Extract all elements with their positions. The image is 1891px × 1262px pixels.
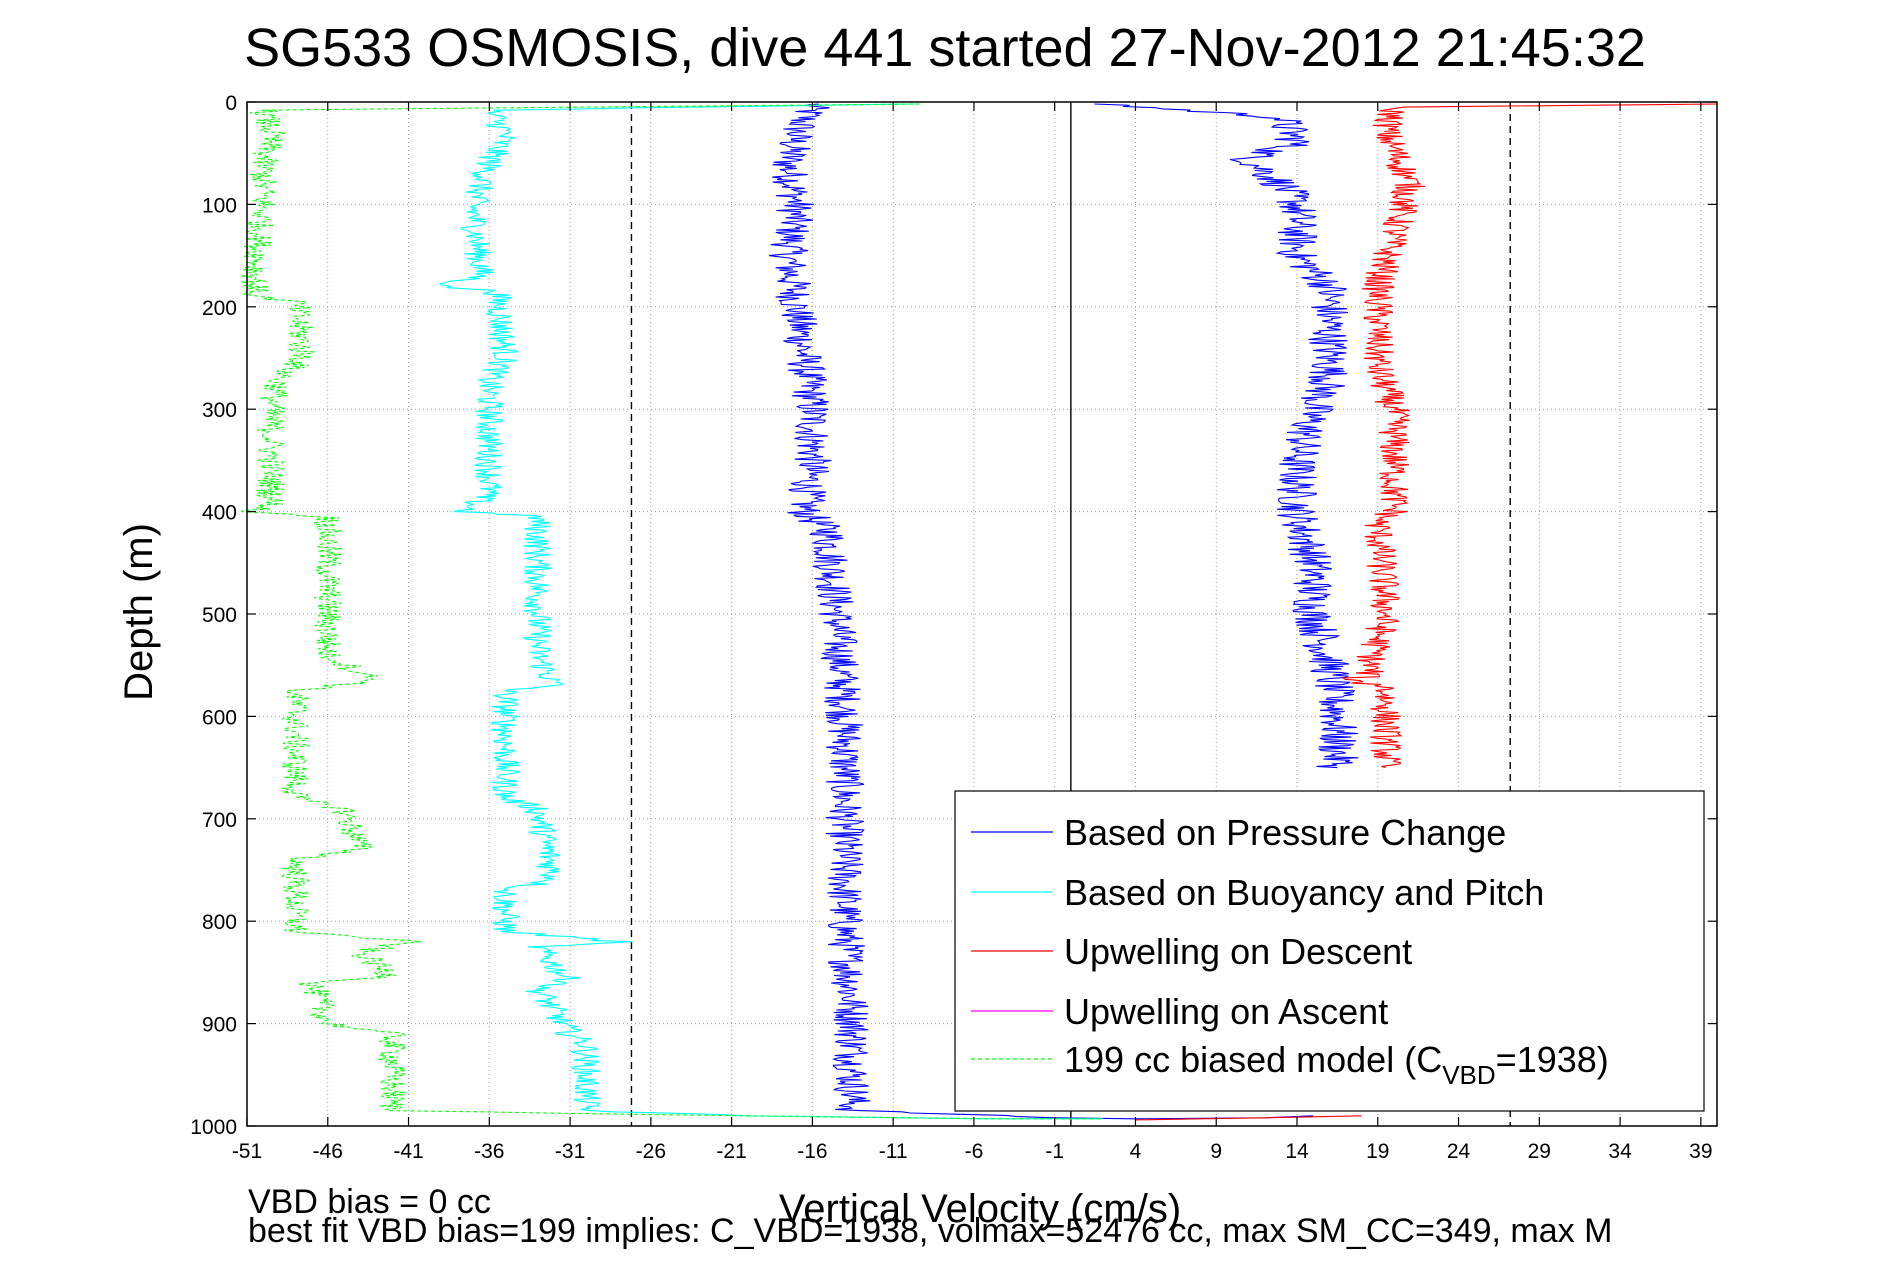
legend-label: Upwelling on Descent (1064, 931, 1412, 972)
series-layer (240, 103, 1718, 1121)
x-tick-label: 9 (1210, 1140, 1222, 1163)
legend-label: 199 cc biased model (CVBD=1938) (1064, 1039, 1609, 1090)
legend-label: Based on Buoyancy and Pitch (1064, 872, 1544, 913)
legend-label: Upwelling on Ascent (1064, 991, 1388, 1032)
x-tick-label: -36 (474, 1140, 504, 1163)
y-tick-label: 200 (202, 297, 237, 320)
series-line-1 (1094, 103, 1359, 769)
y-axis-label: Depth (m) (117, 523, 161, 701)
x-tick-label: -26 (636, 1140, 666, 1163)
y-tick-label: 600 (202, 706, 237, 729)
y-tick-label: 500 (202, 604, 237, 627)
x-tick-label: -1 (1045, 1140, 1064, 1163)
series-line-3 (1341, 103, 1718, 769)
x-tick-label: 14 (1285, 1140, 1309, 1163)
y-tick-label: 100 (202, 194, 237, 217)
y-axis-ticks: 0 100 200 300 400 500 600 700 800 900 1000 (190, 92, 1717, 1139)
legend-label: Based on Pressure Change (1064, 812, 1506, 853)
y-tick-label: 0 (225, 92, 237, 115)
x-tick-label: -6 (965, 1140, 984, 1163)
series-line-0 (768, 103, 1314, 1120)
x-tick-label: 24 (1447, 1140, 1471, 1163)
y-tick-label: 1000 (190, 1116, 237, 1139)
legend: Based on Pressure Change Based on Buoyanc… (954, 790, 1705, 1112)
x-tick-label: 4 (1130, 1140, 1142, 1163)
legend-box (954, 790, 1705, 1112)
x-tick-label: 34 (1608, 1140, 1632, 1163)
y-tick-label: 300 (202, 399, 237, 422)
footnote-vbd-bias: VBD bias = 0 cc (248, 1183, 491, 1221)
series-line-2 (438, 103, 1104, 1120)
series-line-4 (1135, 1115, 1362, 1121)
y-tick-label: 700 (202, 809, 237, 832)
y-tick-label: 800 (202, 911, 237, 934)
y-tick-label: 400 (202, 502, 237, 525)
x-tick-label: -16 (797, 1140, 827, 1163)
x-axis-label: Vertical Velocity (cm/s) (779, 1187, 1181, 1231)
x-tick-label: 29 (1528, 1140, 1551, 1163)
x-tick-label: 19 (1366, 1140, 1389, 1163)
legend-label-main: 199 cc biased model (C (1064, 1039, 1442, 1080)
x-axis-ticks: -51 -46 -41 -36 -31 -26 -21 -16 -11 -6 -1 4 9 14 19 24 2… (232, 102, 1713, 1163)
x-tick-label: 39 (1689, 1140, 1712, 1163)
series-line-6 (240, 103, 1104, 1120)
legend-label-subscript: VBD (1442, 1060, 1495, 1090)
x-tick-label: -11 (879, 1140, 908, 1163)
x-tick-label: -21 (716, 1140, 746, 1163)
footnote-best-fit: best fit VBD bias=199 implies: C_VBD=193… (248, 1212, 1612, 1250)
x-tick-label: -46 (313, 1140, 343, 1163)
chart-title: SG533 OSMOSIS, dive 441 started 27-Nov-2… (244, 18, 1646, 78)
legend-label-tail: =1938) (1496, 1039, 1609, 1080)
y-tick-label: 900 (202, 1014, 237, 1037)
x-tick-label: -51 (232, 1140, 262, 1163)
x-tick-label: -41 (393, 1140, 423, 1163)
x-tick-label: -31 (555, 1140, 585, 1163)
